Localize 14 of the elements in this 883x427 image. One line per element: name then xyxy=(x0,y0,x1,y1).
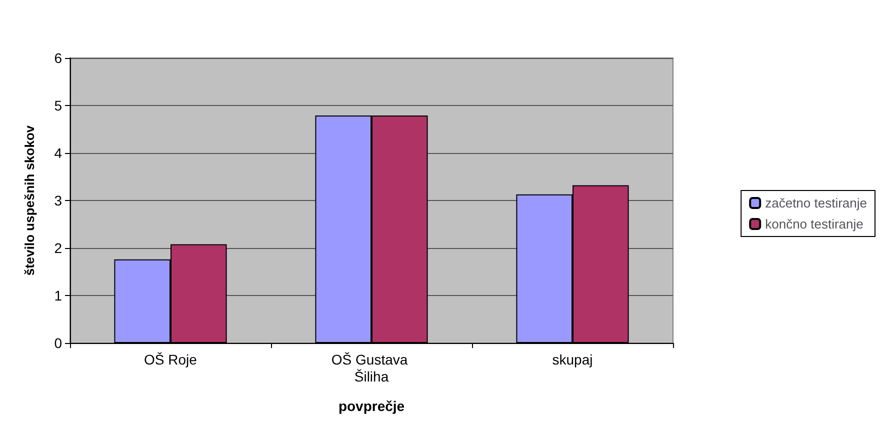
y-tick-label: 4 xyxy=(54,145,62,161)
x-tick-label: OŠ Gustava Šiliha xyxy=(331,352,412,384)
x-tick-label: skupaj xyxy=(552,352,593,368)
y-tick-label: 5 xyxy=(54,98,62,114)
y-axis-title: število uspešnih skokov xyxy=(22,124,37,276)
y-tick-label: 6 xyxy=(54,50,62,66)
y-tick-label: 3 xyxy=(54,192,62,208)
x-tick-label: OŠ Roje xyxy=(144,352,198,368)
x-axis-title: povprečje xyxy=(338,398,405,414)
y-tick-label: 0 xyxy=(54,335,62,351)
y-tick-label: 1 xyxy=(54,288,62,304)
legend-label: začetno testiranje xyxy=(765,196,868,210)
legend-label: končno testiranje xyxy=(765,216,864,232)
y-tick-label: 2 xyxy=(54,240,62,256)
